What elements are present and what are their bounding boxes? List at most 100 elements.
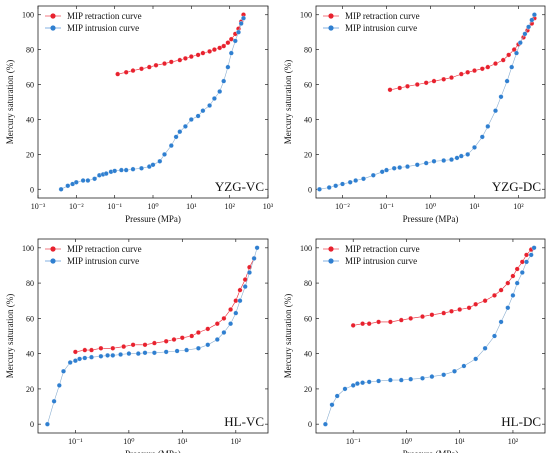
intrusion-point <box>387 377 393 383</box>
retraction-point <box>500 57 506 63</box>
intrusion-point <box>77 356 83 362</box>
retraction-point <box>121 344 127 350</box>
retraction-point <box>405 83 410 89</box>
intrusion-point <box>142 350 148 356</box>
intrusion-point <box>112 168 118 174</box>
retraction-point <box>514 266 520 272</box>
intrusion-point <box>58 186 64 192</box>
intrusion-point <box>233 310 239 316</box>
x-tick-label: 10² <box>513 202 524 211</box>
intrusion-point <box>238 21 244 26</box>
retraction-point <box>397 85 403 91</box>
retraction-point <box>211 47 217 53</box>
intrusion-point <box>168 143 174 149</box>
retraction-point <box>524 252 529 258</box>
intrusion-point <box>353 178 359 183</box>
retraction-point <box>139 66 144 72</box>
intrusion-point <box>528 252 534 258</box>
x-axis-label: Pressure (MPa) <box>125 449 181 453</box>
x-tick-label: 10⁻² <box>335 202 350 211</box>
y-tick-label: 100 <box>22 11 34 20</box>
y-tick-label: 60 <box>26 314 34 323</box>
intrusion-point <box>454 155 460 161</box>
intrusion-point <box>340 181 345 187</box>
intrusion-point <box>485 123 491 129</box>
retraction-point <box>221 315 227 321</box>
intrusion-point <box>498 94 504 100</box>
retraction-point <box>130 68 136 74</box>
retraction-point <box>195 330 201 335</box>
retraction-point <box>458 71 464 77</box>
legend-retraction-label: MIP retraction curve <box>345 11 420 21</box>
intrusion-point <box>504 78 510 84</box>
intrusion-point <box>479 134 485 140</box>
intrusion-point <box>350 382 356 388</box>
y-tick-label: 60 <box>304 81 312 90</box>
intrusion-point <box>195 345 201 351</box>
intrusion-point <box>228 321 234 327</box>
retraction-point <box>414 82 420 87</box>
x-tick-label: 10³ <box>263 202 274 211</box>
retraction-point <box>110 345 116 351</box>
intrusion-point <box>254 245 260 251</box>
intrusion-point <box>177 129 183 135</box>
retraction-point <box>72 349 78 355</box>
chart-panel-2: 0 20 40 60 80 100 10⁻² 10⁻¹ 10⁰ 10¹ 10² Pressure (M… <box>283 5 546 224</box>
retraction-point <box>408 315 414 321</box>
y-tick-label: 60 <box>26 81 34 90</box>
retraction-point <box>398 317 404 323</box>
intrusion-point <box>360 380 366 386</box>
x-tick-label: 10⁻¹ <box>346 437 361 446</box>
retraction-point <box>466 305 472 311</box>
retraction-point <box>449 75 454 81</box>
intrusion-point <box>405 164 410 170</box>
intrusion-point <box>103 171 109 177</box>
intrusion-point <box>56 382 62 388</box>
y-axis-label: Mercury saturation (%) <box>283 60 293 144</box>
retraction-point <box>153 62 159 68</box>
intrusion-point <box>221 330 227 335</box>
retraction-point <box>473 301 479 307</box>
y-tick-label: 80 <box>304 279 312 288</box>
intrusion-point <box>174 348 180 354</box>
legend-intrusion-label: MIP intrusion curve <box>345 256 417 266</box>
y-tick-label: 100 <box>22 244 34 253</box>
intrusion-point <box>241 15 246 21</box>
y-axis-label: Mercury saturation (%) <box>5 294 15 378</box>
intrusion-point <box>509 64 515 70</box>
intrusion-point <box>139 165 144 171</box>
legend-retraction-label: MIP retraction curve <box>67 11 142 21</box>
intrusion-point <box>82 355 88 361</box>
intrusion-point <box>379 169 385 175</box>
retraction-point <box>449 308 454 314</box>
intrusion-point <box>431 158 437 164</box>
intrusion-point <box>493 108 498 114</box>
intrusion-point <box>207 103 213 108</box>
intrusion-point <box>398 377 404 383</box>
intrusion-point <box>354 381 360 387</box>
intrusion-point <box>236 29 241 35</box>
legend-retraction-marker <box>328 13 334 19</box>
retraction-point <box>182 55 188 61</box>
x-axis-label: Pressure (MPa) <box>125 214 181 224</box>
retraction-point <box>510 273 516 279</box>
intrusion-point <box>65 183 71 189</box>
retraction-point <box>366 321 372 327</box>
retraction-point <box>163 338 169 344</box>
intrusion-point <box>228 50 234 56</box>
x-tick-label: 10⁻¹ <box>68 437 83 446</box>
retraction-point <box>498 287 504 293</box>
legend-retraction-marker <box>328 246 334 252</box>
retraction-point <box>162 61 167 67</box>
y-tick-label: 0 <box>308 185 312 194</box>
x-tick-label: 10² <box>224 202 235 211</box>
intrusion-point <box>322 421 328 427</box>
retraction-point <box>177 57 183 63</box>
x-tick-label: 10¹ <box>177 437 188 446</box>
retraction-point <box>123 69 129 75</box>
intrusion-point <box>105 352 111 358</box>
y-tick-label: 80 <box>26 279 34 288</box>
retraction-point <box>195 52 201 58</box>
retraction-point <box>205 326 211 332</box>
